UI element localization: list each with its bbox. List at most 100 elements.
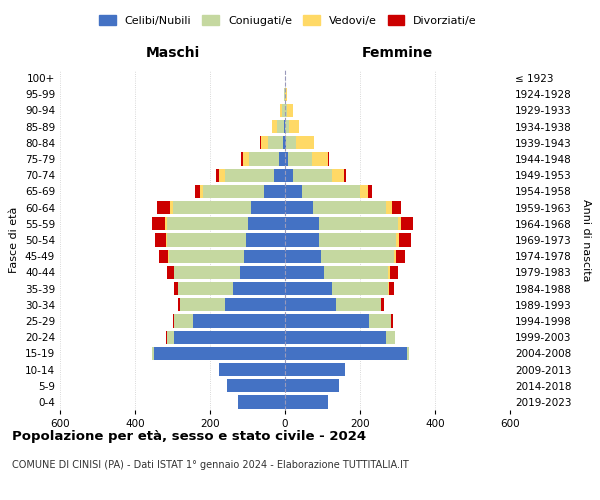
Y-axis label: Fasce di età: Fasce di età — [10, 207, 19, 273]
Bar — [260, 136, 285, 149]
Bar — [166, 330, 285, 344]
Bar — [280, 104, 285, 117]
Bar — [284, 120, 285, 134]
Bar — [285, 88, 287, 101]
Bar — [285, 201, 386, 214]
Text: Popolazione per età, sesso e stato civile - 2024: Popolazione per età, sesso e stato civil… — [12, 430, 366, 443]
Bar — [285, 282, 394, 295]
Bar — [285, 363, 345, 376]
Bar — [167, 234, 285, 246]
Bar — [203, 185, 285, 198]
Bar — [233, 282, 285, 295]
Bar — [240, 266, 285, 279]
Bar — [285, 396, 328, 408]
Bar — [280, 104, 285, 117]
Bar — [277, 120, 285, 134]
Bar — [285, 136, 296, 149]
Bar — [285, 266, 398, 279]
Bar — [285, 185, 372, 198]
Bar — [220, 363, 285, 376]
Bar — [241, 152, 285, 166]
Bar — [285, 379, 340, 392]
Bar — [284, 88, 285, 101]
Bar — [285, 250, 320, 263]
Bar — [155, 234, 285, 246]
Bar — [285, 330, 395, 344]
Bar — [167, 217, 285, 230]
Bar — [285, 379, 340, 392]
Bar — [265, 185, 285, 198]
Bar — [285, 298, 382, 312]
Bar — [220, 363, 285, 376]
Bar — [285, 250, 405, 263]
Text: Maschi: Maschi — [145, 46, 200, 60]
Bar — [173, 266, 285, 279]
Bar — [285, 120, 299, 134]
Bar — [220, 168, 285, 182]
Bar — [285, 168, 332, 182]
Bar — [285, 346, 409, 360]
Bar — [227, 379, 285, 392]
Bar — [285, 120, 299, 134]
Bar — [217, 168, 285, 182]
Bar — [285, 266, 391, 279]
Bar — [285, 282, 389, 295]
Bar — [285, 363, 345, 376]
Bar — [285, 266, 325, 279]
Bar — [225, 168, 285, 182]
Bar — [285, 396, 328, 408]
Bar — [260, 136, 285, 149]
Bar — [285, 201, 401, 214]
Bar — [285, 330, 395, 344]
Bar — [285, 136, 286, 149]
Bar — [152, 346, 285, 360]
Bar — [180, 298, 285, 312]
Bar — [170, 201, 285, 214]
Bar — [250, 152, 285, 166]
Bar — [166, 234, 285, 246]
Bar — [225, 298, 285, 312]
Bar — [285, 346, 409, 360]
Bar — [285, 314, 393, 328]
Bar — [285, 298, 335, 312]
Bar — [167, 330, 285, 344]
Bar — [285, 136, 314, 149]
Bar — [285, 314, 391, 328]
Bar — [271, 120, 285, 134]
Bar — [169, 250, 285, 263]
Bar — [244, 250, 285, 263]
Bar — [285, 185, 368, 198]
Bar — [285, 363, 345, 376]
Bar — [285, 234, 410, 246]
Bar — [285, 152, 328, 166]
Bar — [285, 168, 293, 182]
Bar — [178, 282, 285, 295]
Bar — [227, 379, 285, 392]
Bar — [285, 104, 287, 117]
Bar — [285, 168, 346, 182]
Bar — [285, 104, 293, 117]
Bar — [238, 396, 285, 408]
Bar — [285, 217, 319, 230]
Bar — [173, 201, 285, 214]
Bar — [199, 185, 285, 198]
Bar — [175, 314, 285, 328]
Bar — [285, 120, 289, 134]
Bar — [285, 152, 313, 166]
Bar — [173, 314, 285, 328]
Bar — [285, 298, 385, 312]
Bar — [251, 201, 285, 214]
Bar — [238, 396, 285, 408]
Bar — [175, 266, 285, 279]
Bar — [242, 152, 285, 166]
Bar — [285, 330, 386, 344]
Bar — [180, 298, 285, 312]
Bar — [285, 234, 398, 246]
Bar — [285, 314, 370, 328]
Bar — [238, 396, 285, 408]
Bar — [268, 136, 285, 149]
Bar — [152, 217, 285, 230]
Bar — [285, 201, 392, 214]
Bar — [245, 234, 285, 246]
Bar — [283, 104, 285, 117]
